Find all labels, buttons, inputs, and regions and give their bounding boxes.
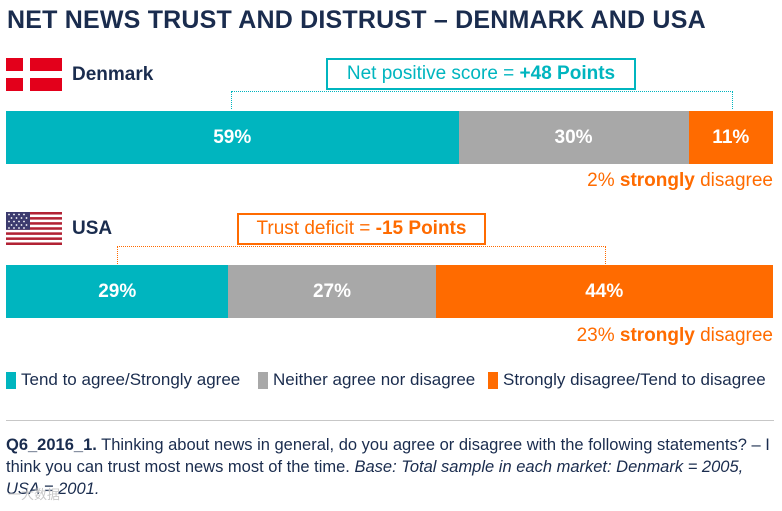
- note-bold: strongly: [619, 170, 695, 191]
- chart-title: NET NEWS TRUST AND DISTRUST – DENMARK AN…: [7, 6, 706, 34]
- footnote-base: Base: Total sample in each market: Denma…: [6, 458, 744, 498]
- legend-swatch-agree: [6, 371, 16, 389]
- callout-bracket-denmark: [231, 91, 733, 109]
- note-value: 2%: [587, 170, 615, 191]
- divider: [6, 420, 774, 421]
- denmark-flag-icon: [6, 58, 62, 91]
- callout-net-positive: Net positive score = +48 Points: [326, 58, 636, 90]
- note-suffix: disagree: [700, 170, 773, 191]
- legend-item-disagree: Strongly disagree/Tend to disagree: [488, 370, 766, 390]
- callout-bracket-usa: [117, 246, 606, 264]
- legend: Tend to agree/Strongly agree Neither agr…: [6, 370, 776, 394]
- footnote: Q6_2016_1. Thinking about news in genera…: [6, 434, 776, 500]
- bar-segment-usa-1: 27%: [228, 265, 436, 318]
- usa-flag-icon: [6, 212, 62, 245]
- data-label: 44%: [585, 280, 624, 302]
- footnote-id: Q6_2016_1.: [6, 436, 97, 454]
- bar-usa: 29% 27% 44%: [6, 265, 773, 318]
- legend-item-neither: Neither agree nor disagree: [258, 370, 475, 390]
- note-bold: strongly: [619, 325, 695, 346]
- legend-label-agree: Tend to agree/Strongly agree: [21, 370, 241, 389]
- bar-segment-denmark-1: 30%: [458, 111, 689, 164]
- legend-swatch-disagree: [488, 371, 498, 389]
- bar-segment-denmark-0: 59%: [6, 111, 459, 164]
- bar-segment-usa-2: 44%: [435, 265, 773, 318]
- data-label: 30%: [554, 126, 593, 148]
- note-denmark: 2% strongly disagree: [587, 170, 773, 192]
- data-label: 59%: [213, 126, 252, 148]
- callout-trust-deficit: Trust deficit = -15 Points: [237, 213, 486, 245]
- legend-item-agree: Tend to agree/Strongly agree: [6, 370, 240, 390]
- bar-segment-denmark-2: 11%: [688, 111, 773, 164]
- bar-denmark: 59% 30% 11%: [6, 111, 773, 164]
- country-label-usa: USA: [72, 218, 113, 239]
- callout-prefix: Net positive score =: [346, 63, 520, 84]
- footnote-question: Thinking about news in general, do you a…: [6, 436, 770, 476]
- note-value: 23%: [576, 325, 615, 346]
- callout-prefix: Trust deficit =: [256, 218, 376, 239]
- legend-label-disagree: Strongly disagree/Tend to disagree: [503, 370, 766, 389]
- country-label-denmark: Denmark: [72, 64, 154, 85]
- note-suffix: disagree: [700, 325, 773, 346]
- legend-swatch-neither: [258, 371, 268, 389]
- legend-label-neither: Neither agree nor disagree: [273, 370, 476, 389]
- note-usa: 23% strongly disagree: [577, 325, 773, 347]
- bar-segment-usa-0: 29%: [6, 265, 229, 318]
- watermark: 一大数据: [8, 487, 61, 502]
- data-label: 29%: [98, 280, 137, 302]
- data-label: 11%: [712, 126, 750, 148]
- data-label: 27%: [312, 280, 351, 302]
- callout-value: -15 Points: [375, 218, 467, 239]
- callout-value: +48 Points: [519, 63, 616, 84]
